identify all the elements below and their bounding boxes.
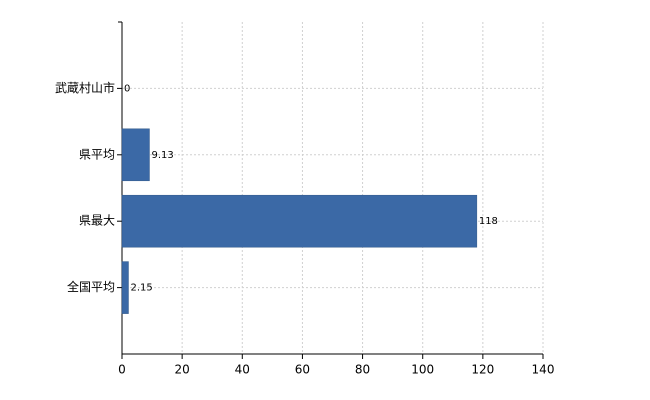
value-label: 118 (479, 216, 498, 227)
x-tick-label: 60 (295, 363, 310, 377)
x-tick-label: 40 (235, 363, 250, 377)
y-tick-label: 全国平均 (67, 279, 115, 294)
bar (121, 128, 150, 182)
x-tick-label: 120 (471, 363, 494, 377)
x-tick-label: 20 (175, 363, 190, 377)
bar (121, 194, 478, 248)
bar (121, 261, 129, 314)
x-tick-label: 100 (411, 363, 434, 377)
value-label: 2.15 (130, 283, 152, 294)
x-tick-label: 140 (532, 363, 555, 377)
x-tick-label: 80 (355, 363, 370, 377)
y-tick-label: 県平均 (79, 147, 115, 161)
y-tick-label: 武蔵村山市 (55, 80, 115, 95)
y-tick-label: 県最大 (79, 214, 115, 228)
value-label: 0 (124, 83, 130, 94)
value-label: 9.13 (151, 150, 173, 161)
x-tick-label: 0 (118, 363, 126, 377)
